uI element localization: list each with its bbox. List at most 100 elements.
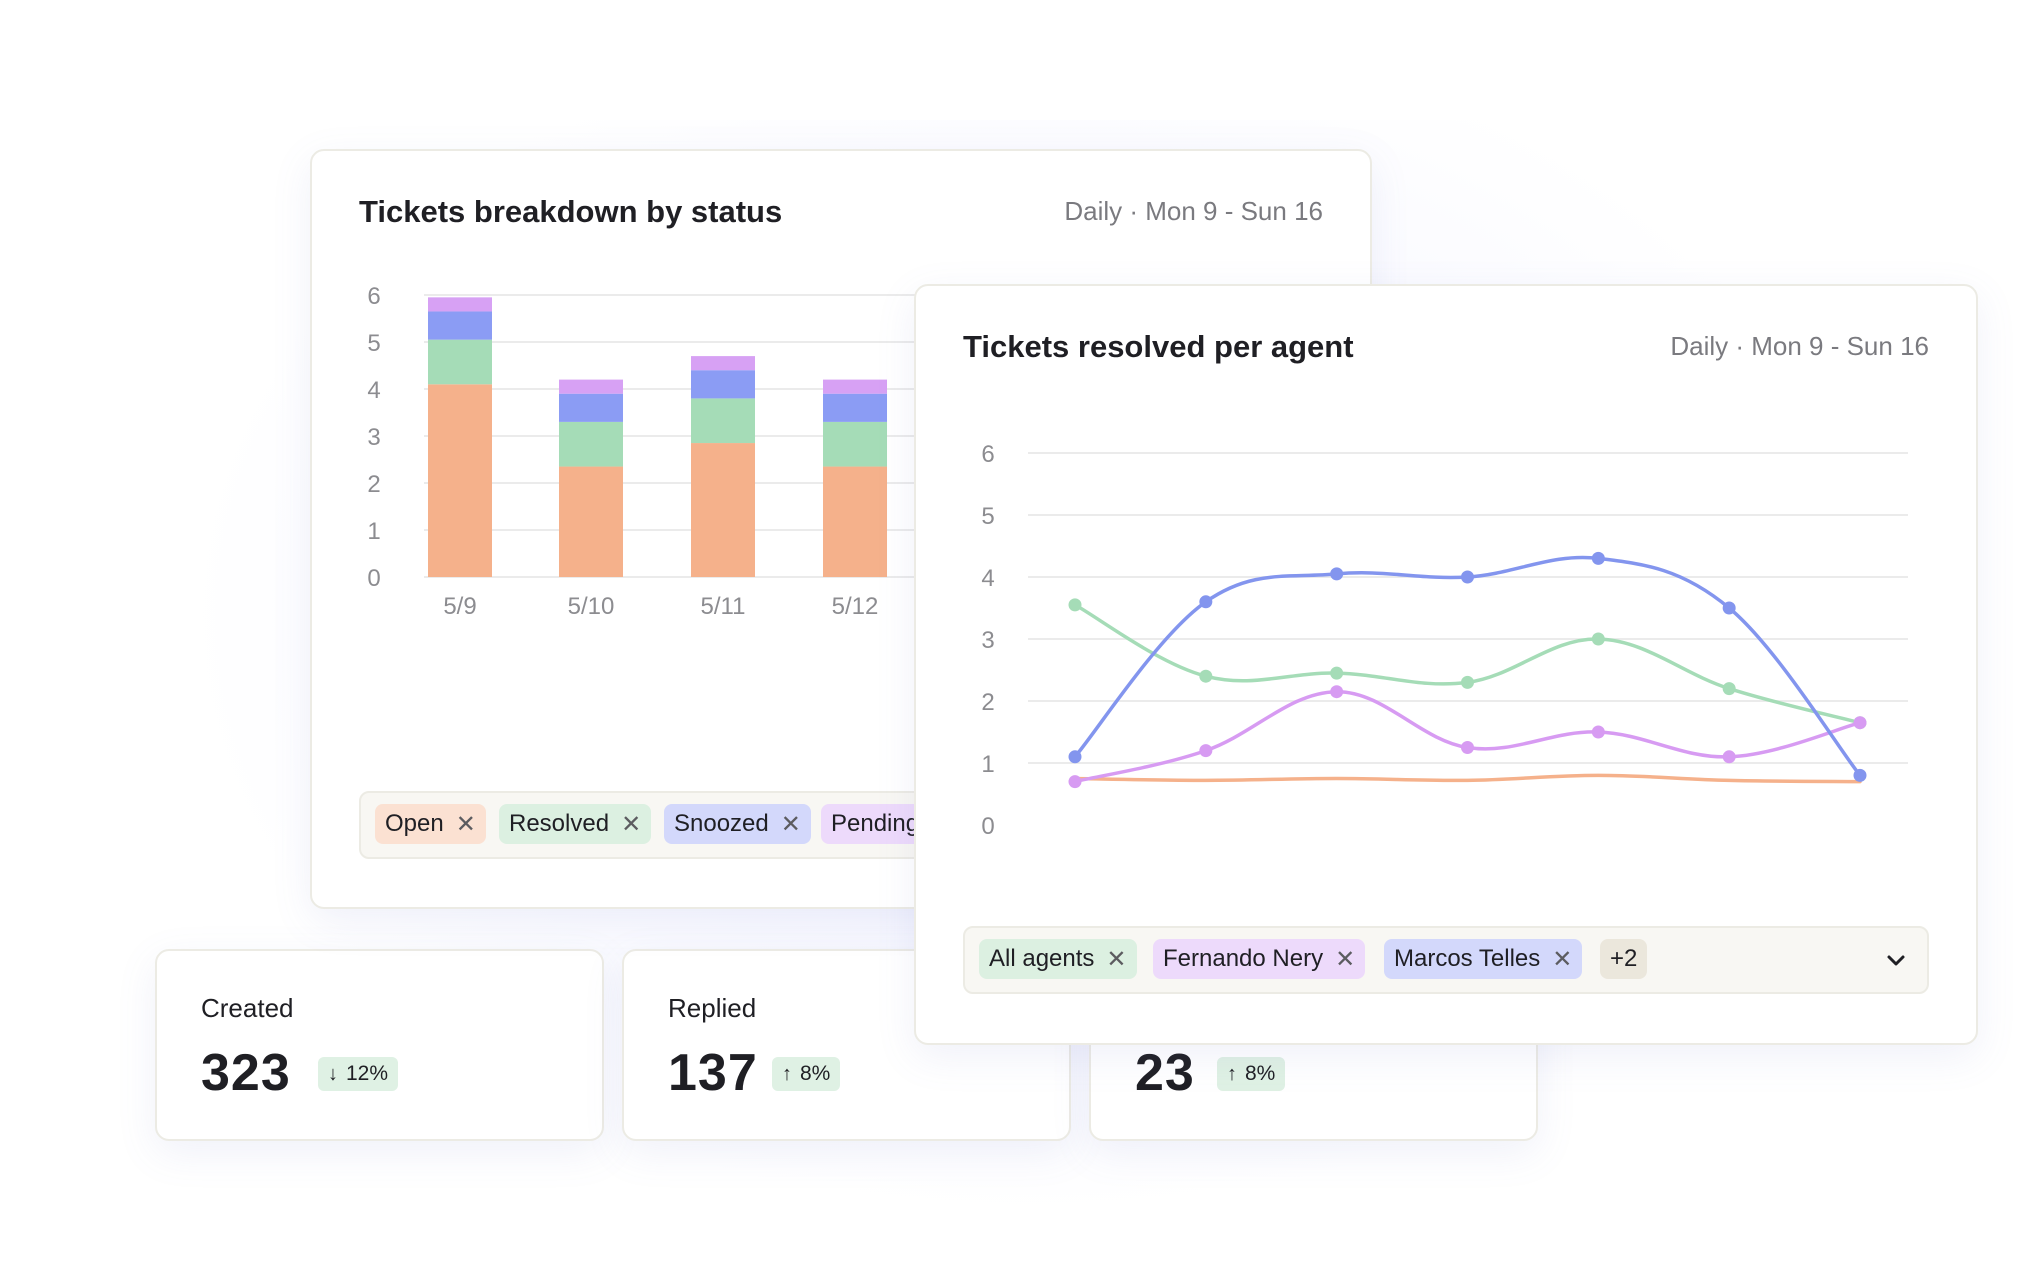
series-line: [1073, 689, 1862, 784]
chip-label: Snoozed: [674, 810, 769, 837]
filter-chip-marcos-telles[interactable]: Marcos Telles ✕: [1384, 939, 1583, 979]
y-tick-label: 0: [981, 813, 994, 836]
delta-badge: ↑ 8%: [772, 1057, 841, 1091]
filter-chip-all-agents[interactable]: All agents ✕: [979, 939, 1137, 979]
arrow-up-icon: ↑: [782, 1062, 792, 1085]
chip-label: Resolved: [509, 810, 610, 837]
y-tick-label: 6: [367, 283, 380, 310]
bar-segment-open: [691, 443, 755, 577]
delta-value: 12%: [346, 1062, 389, 1085]
y-tick-label: 4: [367, 377, 380, 404]
data-point: [1199, 595, 1213, 609]
date-range: Daily · Mon 9 - Sun 16: [1670, 331, 1929, 361]
y-tick-label: 5: [367, 330, 380, 357]
delta-value: 8%: [1245, 1062, 1276, 1085]
chip-label: Open: [385, 810, 444, 837]
bar-segment-pending: [823, 379, 887, 394]
stat-label: Created: [201, 993, 294, 1023]
card-title: Tickets breakdown by status: [359, 194, 783, 229]
bar-segment-open: [428, 384, 492, 577]
date-range: Daily · Mon 9 - Sun 16: [1064, 196, 1323, 226]
close-icon[interactable]: ✕: [621, 810, 642, 838]
delta-badge: ↑ 8%: [1217, 1057, 1286, 1091]
bar-segment-snoozed: [428, 311, 492, 340]
delta-badge: ↓ 12%: [318, 1057, 399, 1091]
data-point: [1199, 669, 1213, 683]
y-tick-label: 6: [981, 441, 994, 468]
chip-label: All agents: [989, 945, 1095, 972]
agent-resolved-card: Tickets resolved per agent Daily · Mon 9…: [914, 284, 1978, 1045]
bar-segment-pending: [559, 379, 623, 394]
bar-segment-pending: [428, 297, 492, 312]
more-agents-chip[interactable]: +2: [1600, 939, 1648, 979]
close-icon[interactable]: ✕: [1552, 945, 1573, 973]
series-line: [1073, 773, 1862, 784]
data-point: [1461, 741, 1474, 754]
data-point: [1068, 598, 1082, 612]
data-point: [1330, 685, 1344, 699]
filter-chip-resolved[interactable]: Resolved ✕: [499, 804, 652, 844]
y-tick-label: 4: [981, 565, 994, 592]
bar-segment-open: [559, 466, 623, 577]
bar-segment-pending: [691, 356, 755, 371]
bar-segment-resolved: [691, 398, 755, 444]
card-title: Tickets resolved per agent: [963, 329, 1354, 364]
stat-value: 137: [668, 1044, 758, 1102]
close-icon[interactable]: ✕: [455, 810, 476, 838]
data-point: [1591, 551, 1605, 565]
data-point: [1330, 666, 1344, 680]
y-tick-label: 0: [367, 565, 380, 592]
arrow-down-icon: ↓: [328, 1062, 338, 1085]
bar-chart: 0 1 2 3 4 5 6 5/9 5/10 5/11 5/12: [367, 283, 1002, 620]
x-tick-label: 5/11: [701, 593, 746, 620]
bar-segment-resolved: [823, 421, 887, 467]
x-tick-label: 5/9: [443, 593, 476, 620]
data-point: [1461, 570, 1474, 584]
filter-chip-snoozed[interactable]: Snoozed ✕: [664, 804, 811, 844]
stat-card-created: Created 323 ↓ 12%: [155, 949, 604, 1141]
chip-label: Pending: [831, 810, 920, 837]
data-point: [1591, 725, 1605, 739]
y-tick-label: 5: [981, 503, 994, 530]
chip-label: +2: [1610, 945, 1638, 972]
y-tick-label: 3: [367, 424, 380, 451]
stat-value: 23: [1135, 1044, 1195, 1102]
data-point: [1330, 567, 1344, 581]
stat-value: 323: [201, 1044, 291, 1102]
data-point: [1591, 632, 1605, 646]
delta-value: 8%: [800, 1062, 831, 1085]
close-icon[interactable]: ✕: [780, 810, 801, 838]
y-tick-label: 3: [981, 627, 994, 654]
filter-chip-fernando-nery[interactable]: Fernando Nery ✕: [1153, 939, 1366, 979]
filter-chip-open[interactable]: Open ✕: [375, 804, 486, 844]
bar-segment-resolved: [428, 339, 492, 385]
data-point: [1853, 768, 1867, 782]
bar-segment-snoozed: [823, 393, 887, 422]
close-icon[interactable]: ✕: [1335, 945, 1356, 973]
y-tick-label: 2: [981, 689, 994, 716]
data-point: [1722, 601, 1736, 615]
bar-segment-open: [823, 466, 887, 577]
bar-segment-resolved: [559, 421, 623, 467]
x-tick-label: 5/12: [832, 593, 879, 620]
arrow-up-icon: ↑: [1227, 1062, 1237, 1085]
close-icon[interactable]: ✕: [1106, 945, 1127, 973]
bar-segment-snoozed: [559, 393, 623, 422]
y-tick-label: 1: [981, 751, 994, 778]
y-tick-label: 2: [367, 471, 380, 498]
series-line: [1073, 603, 1862, 725]
chevron-down-icon[interactable]: [1885, 949, 1907, 971]
data-point: [1199, 744, 1213, 758]
data-point: [1068, 750, 1082, 764]
data-point: [1853, 716, 1867, 730]
stat-label: Replied: [668, 993, 757, 1023]
data-point: [1722, 682, 1736, 696]
chip-label: Marcos Telles: [1394, 945, 1541, 972]
x-tick-label: 5/10: [568, 593, 615, 620]
data-point: [1722, 750, 1736, 764]
agent-filter-bar[interactable]: All agents ✕ Fernando Nery ✕ Marcos Tell…: [963, 926, 1929, 994]
y-tick-label: 1: [367, 518, 380, 545]
chip-label: Fernando Nery: [1163, 945, 1324, 972]
data-point: [1068, 775, 1082, 789]
